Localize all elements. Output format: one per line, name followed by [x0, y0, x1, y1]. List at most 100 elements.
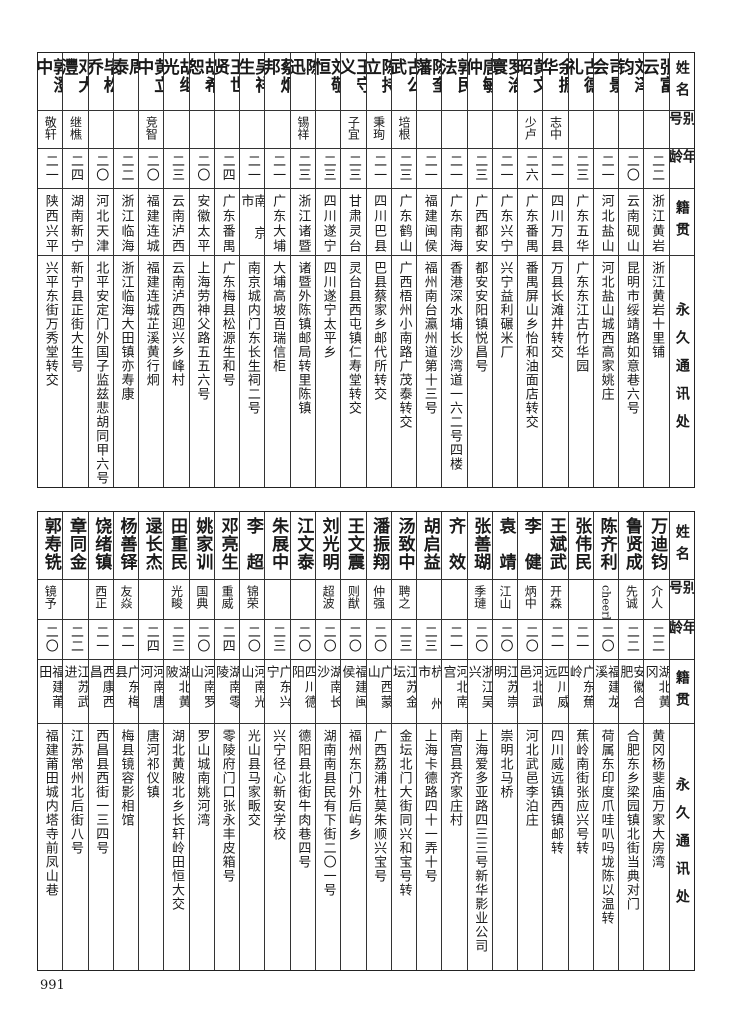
name-cell: 毕松乔 [88, 53, 113, 111]
age-cell: 二一 [543, 149, 568, 189]
header-cell-native-place: 籍贯 [669, 189, 694, 256]
name-cell: 郭澄中 [38, 53, 63, 111]
person-record: 古公武 培根 二三 广东鹤山 广西梧州小南路广茂泰转交 [390, 53, 417, 487]
age-cell: 二四 [214, 149, 240, 189]
age-text: 二一 [118, 625, 134, 653]
age-cell: 二一 [543, 620, 568, 660]
native-place-text: 广西蒙山 [366, 665, 391, 710]
permanent-address-text: 光山县马家畈交 [244, 729, 260, 827]
permanent-address-text: 新宁县正街大生号 [67, 261, 83, 373]
name-cell: 李 超 [240, 512, 265, 580]
person-record: 王守义 子宜 二三 甘肃灵台 灵台县西屯镇仁寿堂转交 [340, 53, 366, 487]
alias-cell: 敬轩 [38, 111, 63, 149]
age-cell: 二〇 [189, 620, 214, 660]
person-record: 朱展中 二三 广东兴宁 兴宁径心新安学校 [264, 512, 290, 970]
permanent-address-text: 罗山城南姚河湾 [194, 729, 210, 827]
name-text: 李 超 [242, 517, 263, 571]
alias-cell: 少卢 [518, 111, 543, 149]
native-place-cell: 广西蒙山 [366, 660, 391, 724]
permanent-address-cell: 福建连城芷溪黄行炯 [139, 256, 163, 487]
alias-text: 敬轩 [43, 116, 58, 140]
permanent-address-cell: 广西梧州小南路广茂泰转交 [392, 256, 416, 487]
name-cell: 刘泽钧 [619, 53, 644, 111]
permanent-address-text: 福建莆田城内塔寺前凤山巷 [42, 729, 58, 897]
header-label: 别号 [669, 580, 694, 602]
person-record: 余振华 志中 二一 四川万县 万县长滩井转交 [542, 53, 568, 487]
name-cell: 张富云 [644, 53, 669, 111]
person-record: 姚家训 国典 二〇 河南罗山 罗山城南姚河湾 [188, 512, 214, 970]
name-cell: 汤致中 [391, 512, 417, 580]
native-place-cell: 浙江临海 [113, 189, 139, 256]
native-place-cell: 广东蕉岭 [568, 660, 593, 724]
native-place-cell: 广东大埔 [265, 189, 290, 256]
age-text: 二一 [573, 625, 589, 653]
header-cell-native-place: 籍贯 [669, 660, 694, 724]
person-record: 张伟民 二一 广东蕉岭 蕉岭南街张应兴号转 [567, 512, 593, 970]
person-record: 章同金 二二 江苏武进 江苏常州北后街八号 [62, 512, 88, 970]
age-cell: 二〇 [366, 620, 391, 660]
name-text: 陈奎藩 [417, 58, 442, 94]
person-record: 司景会 二一 河北盐山 河北盐山城西高家姚庄 [592, 53, 619, 487]
permanent-address-cell: 合肥东乡梁园镇北街当典对门 [619, 724, 643, 970]
native-place-text: 西康西昌 [88, 665, 113, 710]
native-place-text: 江苏武进 [63, 665, 88, 710]
age-text: 二一 [548, 154, 564, 182]
permanent-address-cell: 兴宁益利碾米厂 [493, 256, 517, 487]
age-text: 二三 [472, 154, 488, 182]
native-place-cell: 福建连城 [139, 189, 164, 256]
age-text: 二一 [93, 625, 109, 653]
native-place-text: 广东梅县 [113, 665, 139, 710]
age-cell: 二一 [88, 620, 113, 660]
permanent-address-cell: 蕉岭南街张应兴号转 [569, 724, 593, 970]
name-cell: 吴祥生 [240, 53, 265, 111]
native-place-cell: 广东南海 [442, 189, 467, 256]
native-place-cell: 湖南长沙 [316, 660, 341, 724]
alias-cell [164, 111, 189, 149]
name-cell: 罗治寰 [492, 53, 518, 111]
header-cell-permanent-address: 永久通讯处 [670, 724, 694, 970]
alias-text: 锦荣 [245, 585, 260, 609]
name-text: 胡启益 [419, 517, 440, 571]
permanent-address-cell: 金坛北门大街同兴和宝号转 [392, 724, 416, 970]
age-cell: 二〇 [341, 620, 366, 660]
permanent-address-cell: 湖南南县民有下街二〇一号 [316, 724, 340, 970]
age-cell: 二一 [265, 149, 290, 189]
native-place-text: 广东番禺 [219, 194, 235, 254]
age-text: 二四 [219, 625, 235, 653]
header-cell-alias: 别号 [669, 580, 694, 620]
age-text: 二一 [244, 154, 260, 182]
alias-text: 江山 [498, 585, 512, 609]
name-text: 郭澄中 [38, 58, 63, 94]
name-cell: 胡希恕 [189, 53, 214, 111]
permanent-address-cell: 罗山城南姚河湾 [190, 724, 214, 970]
permanent-address-cell: 诸暨外陈镇邮局转里陈镇 [291, 256, 315, 487]
native-place-cell: 河北南宫 [442, 660, 467, 724]
alias-text: 国典 [194, 585, 209, 609]
name-cell: 潘振翔 [366, 512, 391, 580]
alias-text: 光畯 [169, 585, 184, 609]
permanent-address-text: 崇明北马桥 [497, 729, 513, 799]
permanent-address-text: 四川威远镇西镇邮转 [548, 729, 564, 855]
permanent-address-text: 零陵府门口张永丰皮箱号 [219, 729, 235, 883]
age-cell: 二一 [38, 149, 63, 189]
native-place-cell: 甘肃灵台 [341, 189, 366, 256]
permanent-address-text: 浙江黄岩十里铺 [649, 261, 665, 359]
permanent-address-cell: 广西荔浦杜莫朱顺兴宝号 [367, 724, 391, 970]
age-text: 二四 [67, 154, 83, 182]
permanent-address-cell: 兴平东街万秀堂转交 [38, 256, 62, 487]
person-record: 田重民 光畯 二三 湖北黄陂 湖北黄陂北乡长轩岭田恒大交 [163, 512, 189, 970]
native-place-cell: 陕西兴平 [38, 189, 63, 256]
name-cell: 朱展中 [265, 512, 290, 580]
person-record: 周 泰二二 浙江临海 浙江临海大田镇亦寿康 [112, 53, 139, 487]
alias-text: 友焱 [119, 585, 134, 609]
person-record: 袁 靖江山 二〇 江苏崇明 崇明北马桥 [491, 512, 518, 970]
age-text: 二〇 [472, 625, 488, 653]
age-text: 二一 [446, 154, 462, 182]
native-place-text: 河南唐河 [139, 665, 164, 710]
name-text: 张善瑚 [470, 517, 491, 571]
age-text: 二〇 [497, 625, 513, 653]
permanent-address-cell: 上海劳神父路五五六号 [190, 256, 214, 487]
name-cell: 齐 效 [442, 512, 467, 580]
person-record: 黄立中 竞智 二〇 福建连城 福建连城芷溪黄行炯 [138, 53, 164, 487]
age-cell: 二一 [593, 149, 619, 189]
